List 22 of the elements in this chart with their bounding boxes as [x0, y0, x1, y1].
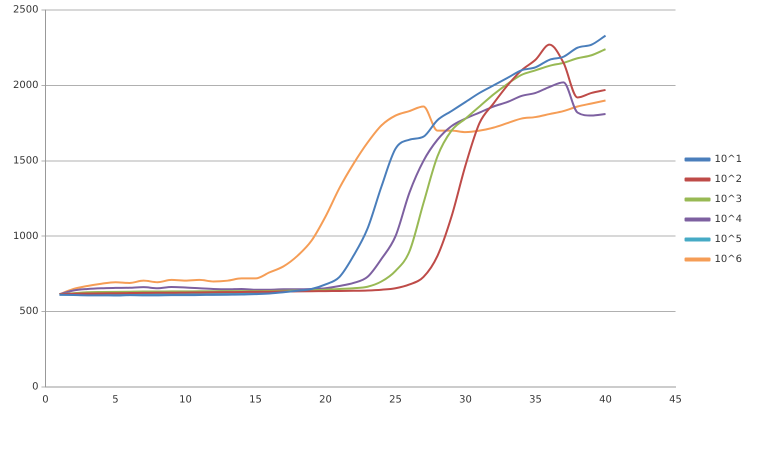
x-tick-label: 20: [319, 394, 332, 406]
y-tick-label: 2000: [12, 80, 38, 91]
legend-label: 10^1: [714, 154, 742, 166]
x-tick-label: 45: [669, 394, 682, 406]
y-tick-label: 500: [19, 306, 38, 318]
y-tick-label: 2500: [12, 4, 38, 16]
x-tick-label: 30: [459, 394, 472, 406]
x-tick-label: 0: [42, 394, 49, 406]
x-tick-label: 5: [112, 394, 119, 406]
x-tick-label: 25: [389, 394, 402, 406]
y-tick-label: 1000: [12, 230, 38, 242]
y-tick-label: 1500: [12, 155, 38, 166]
legend-label: 10^4: [714, 214, 742, 226]
legend-label: 10^6: [714, 254, 742, 266]
x-tick-label: 10: [179, 394, 192, 406]
y-tick-label: 0: [32, 382, 38, 393]
x-tick-label: 40: [599, 394, 612, 406]
legend-label: 10^5: [714, 234, 742, 246]
legend-label: 10^3: [714, 194, 742, 206]
x-tick-label: 35: [529, 394, 542, 406]
legend-label: 10^2: [714, 174, 742, 186]
x-tick-label: 15: [249, 394, 262, 406]
